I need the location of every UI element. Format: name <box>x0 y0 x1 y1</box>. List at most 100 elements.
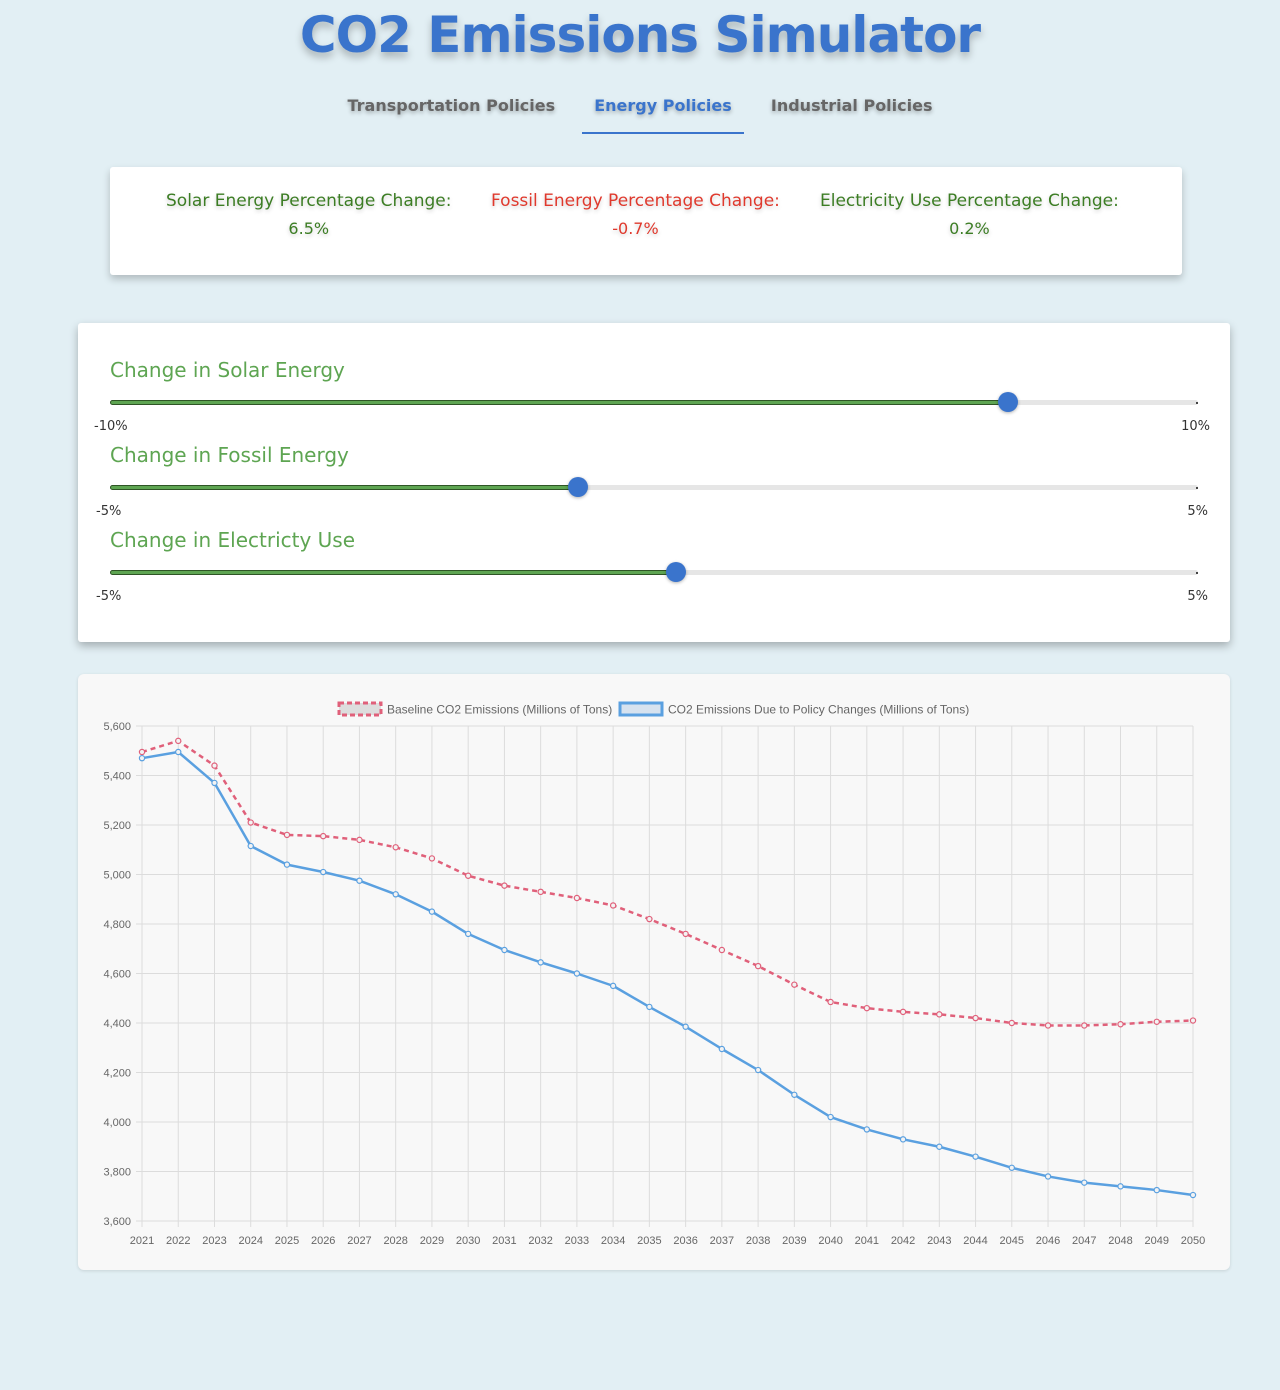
fossil-summary-value: -0.7% <box>612 219 659 238</box>
baseline-point <box>501 882 508 889</box>
baseline-point <box>175 737 182 745</box>
baseline-point <box>247 819 254 826</box>
y-tick-label: 5,000 <box>103 870 131 882</box>
baseline-point <box>827 998 834 1006</box>
solar-slider-thumb[interactable] <box>997 392 1018 412</box>
policy-point <box>1081 1179 1088 1186</box>
y-tick-label: 5,400 <box>103 771 131 783</box>
x-tick-label: 2024 <box>238 1235 262 1247</box>
x-tick-label: 2045 <box>1000 1235 1024 1247</box>
active-tab-indicator <box>582 132 744 134</box>
policy-point <box>211 779 218 787</box>
electricity-slider[interactable] <box>110 562 1198 582</box>
baseline-point <box>718 946 726 954</box>
x-tick-label: 2025 <box>275 1235 299 1247</box>
y-tick-label: 4,800 <box>103 919 131 931</box>
policy-series-line <box>141 750 1194 1197</box>
tab-transportation-policies[interactable]: Transportation Policies <box>347 96 556 115</box>
x-tick-label: 2029 <box>420 1235 444 1247</box>
fossil-slider-thumb[interactable] <box>567 477 588 497</box>
policy-point <box>320 868 327 876</box>
y-tick-label: 3,800 <box>103 1167 131 1179</box>
x-tick-label: 2034 <box>601 1235 625 1247</box>
baseline-point <box>863 1004 871 1012</box>
solar-summary: Solar Energy Percentage Change: 6.5% <box>166 191 452 238</box>
baseline-point <box>791 981 798 988</box>
fossil-slider[interactable] <box>110 477 1198 497</box>
solar-slider-min: -10% <box>94 419 128 434</box>
x-tick-label: 2031 <box>492 1235 516 1247</box>
baseline-point <box>138 748 146 756</box>
x-tick-label: 2037 <box>710 1235 734 1247</box>
policy-point <box>1044 1173 1052 1180</box>
policy-point <box>827 1113 834 1121</box>
policy-tabs: Transportation Policies Energy Policies … <box>0 96 1280 134</box>
policy-point <box>1008 1164 1015 1171</box>
baseline-point <box>428 855 436 862</box>
y-tick-label: 4,200 <box>103 1068 131 1080</box>
policy-point <box>863 1126 871 1133</box>
x-tick-label: 2033 <box>565 1235 589 1247</box>
policy-point <box>283 861 291 868</box>
baseline-point <box>1189 1017 1197 1024</box>
baseline-point <box>1153 1018 1160 1025</box>
policy-point <box>537 959 544 966</box>
policy-point <box>1189 1191 1197 1199</box>
app-title: CO2 Emissions Simulator <box>299 6 981 64</box>
baseline-point <box>1008 1019 1015 1027</box>
tab-energy-policies[interactable]: Energy Policies <box>582 96 744 134</box>
policy-point <box>646 1003 653 1011</box>
policy-point <box>1153 1186 1160 1194</box>
electricity-summary-value: 0.2% <box>949 219 990 238</box>
baseline-point <box>537 888 544 896</box>
fossil-summary-label: Fossil Energy Percentage Change: <box>491 191 780 211</box>
x-tick-label: 2049 <box>1145 1235 1169 1247</box>
x-tick-label: 2032 <box>528 1235 552 1247</box>
sliders-card: Change in Solar Energy -10% 10% Change i… <box>78 323 1230 642</box>
x-tick-label: 2030 <box>456 1235 480 1247</box>
x-tick-label: 2027 <box>347 1235 371 1247</box>
baseline-point <box>609 902 617 909</box>
baseline-point <box>1044 1022 1052 1029</box>
policy-point <box>754 1066 762 1074</box>
emissions-chart-card: 5,600 5,400 5,200 5,000 4,800 4,600 4,400 4,200… <box>78 674 1230 1270</box>
baseline-point <box>356 836 363 844</box>
policy-point <box>936 1143 943 1150</box>
x-tick-label: 2050 <box>1181 1235 1205 1247</box>
x-tick-label: 2046 <box>1036 1235 1060 1247</box>
fossil-summary: Fossil Energy Percentage Change: -0.7% <box>491 191 780 238</box>
baseline-point <box>682 930 689 938</box>
baseline-point <box>320 832 327 840</box>
fossil-slider-max: 5% <box>1187 504 1208 519</box>
policy-point <box>175 748 182 756</box>
electricity-slider-thumb[interactable] <box>665 562 686 582</box>
electricity-summary: Electricity Use Percentage Change: 0.2% <box>820 191 1119 238</box>
y-tick-label: 4,400 <box>103 1018 131 1030</box>
y-tick-label: 4,000 <box>103 1117 131 1129</box>
electricity-summary-label: Electricity Use Percentage Change: <box>820 191 1119 211</box>
fossil-slider-min: -5% <box>96 504 122 519</box>
baseline-point <box>1117 1021 1124 1028</box>
baseline-point <box>754 962 762 970</box>
policy-point <box>1117 1183 1124 1190</box>
x-tick-label: 2026 <box>311 1235 335 1247</box>
legend-policy-swatch <box>618 701 664 717</box>
fossil-slider-end-tick <box>1196 487 1198 489</box>
baseline-point <box>646 915 653 923</box>
x-tick-label: 2039 <box>782 1235 806 1247</box>
baseline-point <box>211 762 218 769</box>
x-tick-label: 2021 <box>130 1235 154 1247</box>
x-tick-label: 2023 <box>202 1235 226 1247</box>
policy-point <box>356 877 363 884</box>
policy-point <box>972 1153 979 1160</box>
solar-slider-fill <box>110 400 1008 405</box>
policy-point <box>718 1045 726 1053</box>
solar-summary-value: 6.5% <box>288 219 330 238</box>
solar-slider[interactable] <box>110 392 1198 412</box>
fossil-slider-label: Change in Fossil Energy <box>110 443 349 467</box>
electricity-slider-max: 5% <box>1187 589 1208 604</box>
policy-point <box>791 1091 798 1098</box>
baseline-point <box>899 1008 907 1016</box>
tab-industrial-policies[interactable]: Industrial Policies <box>770 96 933 115</box>
solar-summary-label: Solar Energy Percentage Change: <box>166 191 452 211</box>
